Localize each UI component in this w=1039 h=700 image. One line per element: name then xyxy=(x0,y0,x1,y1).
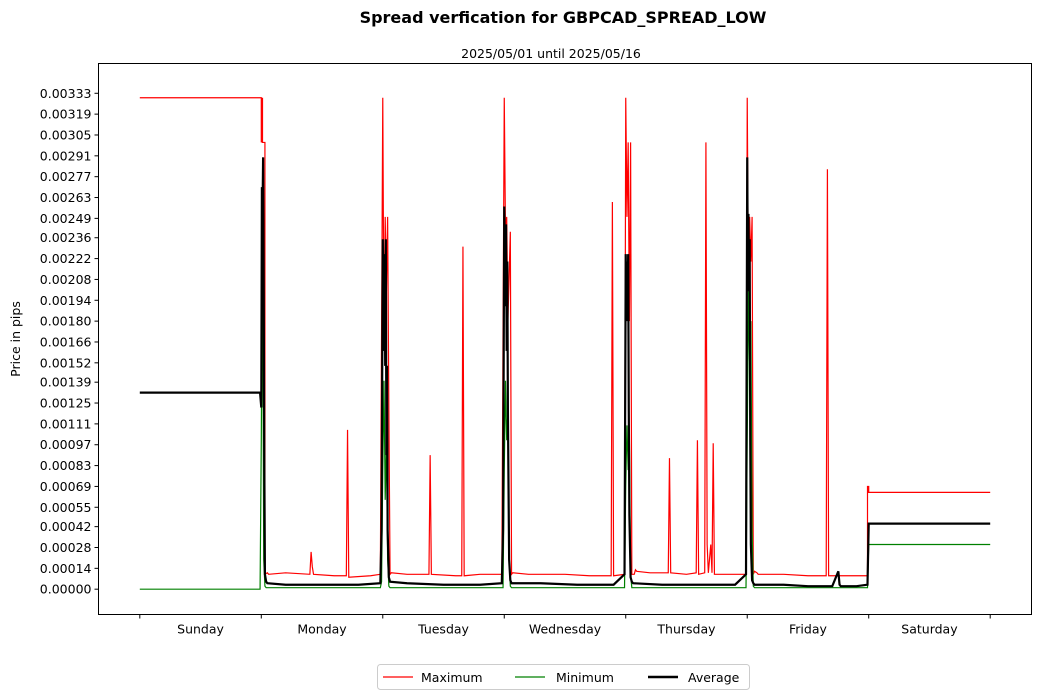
legend: Maximum Minimum Average xyxy=(377,664,750,690)
y-tick-label: 0.00194 xyxy=(40,293,92,308)
y-tick-label: 0.00249 xyxy=(40,211,92,226)
y-tick-label: 0.00333 xyxy=(40,86,92,101)
y-tick-label: 0.00014 xyxy=(40,561,92,576)
x-tick-label: Thursday xyxy=(656,622,716,637)
series-line-maximum xyxy=(139,97,991,578)
x-tick-label: Friday xyxy=(789,622,827,637)
x-tick-label: Sunday xyxy=(177,622,224,637)
y-tick-label: 0.00042 xyxy=(40,519,92,534)
y-tick-label: 0.00222 xyxy=(40,251,92,266)
y-tick-label: 0.00152 xyxy=(40,355,92,370)
y-tick-label: 0.00305 xyxy=(40,127,92,142)
x-tick-label: Wednesday xyxy=(529,622,602,637)
plot-frame xyxy=(98,63,1032,615)
y-tick-label: 0.00277 xyxy=(40,169,92,184)
y-tick-label: 0.00139 xyxy=(40,375,92,390)
chart-title: Spread verfication for GBPCAD_SPREAD_LOW xyxy=(360,8,767,27)
y-tick-label: 0.00319 xyxy=(40,107,92,122)
y-tick-label: 0.00028 xyxy=(40,540,92,555)
x-tick-label: Saturday xyxy=(901,622,958,637)
y-tick-label: 0.00097 xyxy=(40,437,92,452)
y-tick-label: 0.00083 xyxy=(40,458,92,473)
y-tick-label: 0.00111 xyxy=(40,416,92,431)
legend-label-average: Average xyxy=(688,670,740,685)
y-tick-label: 0.00125 xyxy=(40,396,92,411)
y-tick-label: 0.00180 xyxy=(40,314,92,329)
y-tick-label: 0.00069 xyxy=(40,479,92,494)
legend-box xyxy=(377,664,750,690)
chart-subtitle: 2025/05/01 until 2025/05/16 xyxy=(461,46,641,61)
y-tick-label: 0.00263 xyxy=(40,190,92,205)
y-axis-label: Price in pips xyxy=(8,301,23,377)
legend-label-maximum: Maximum xyxy=(421,670,483,685)
y-tick-label: 0.00208 xyxy=(40,272,92,287)
x-tick-label: Monday xyxy=(297,622,347,637)
y-tick-label: 0.00236 xyxy=(40,230,92,245)
plot-area: 0.00000 0.00014 0.00028 0.00042 0.00055 0.000… xyxy=(40,86,991,637)
y-tick-label: 0.00166 xyxy=(40,334,92,349)
y-tick-label: 0.00000 xyxy=(40,582,92,597)
y-tick-label: 0.00055 xyxy=(40,500,92,515)
legend-label-minimum: Minimum xyxy=(556,670,614,685)
series-line-average xyxy=(139,157,991,588)
x-tick-label: Tuesday xyxy=(417,622,469,637)
y-tick-label: 0.00291 xyxy=(40,148,92,163)
